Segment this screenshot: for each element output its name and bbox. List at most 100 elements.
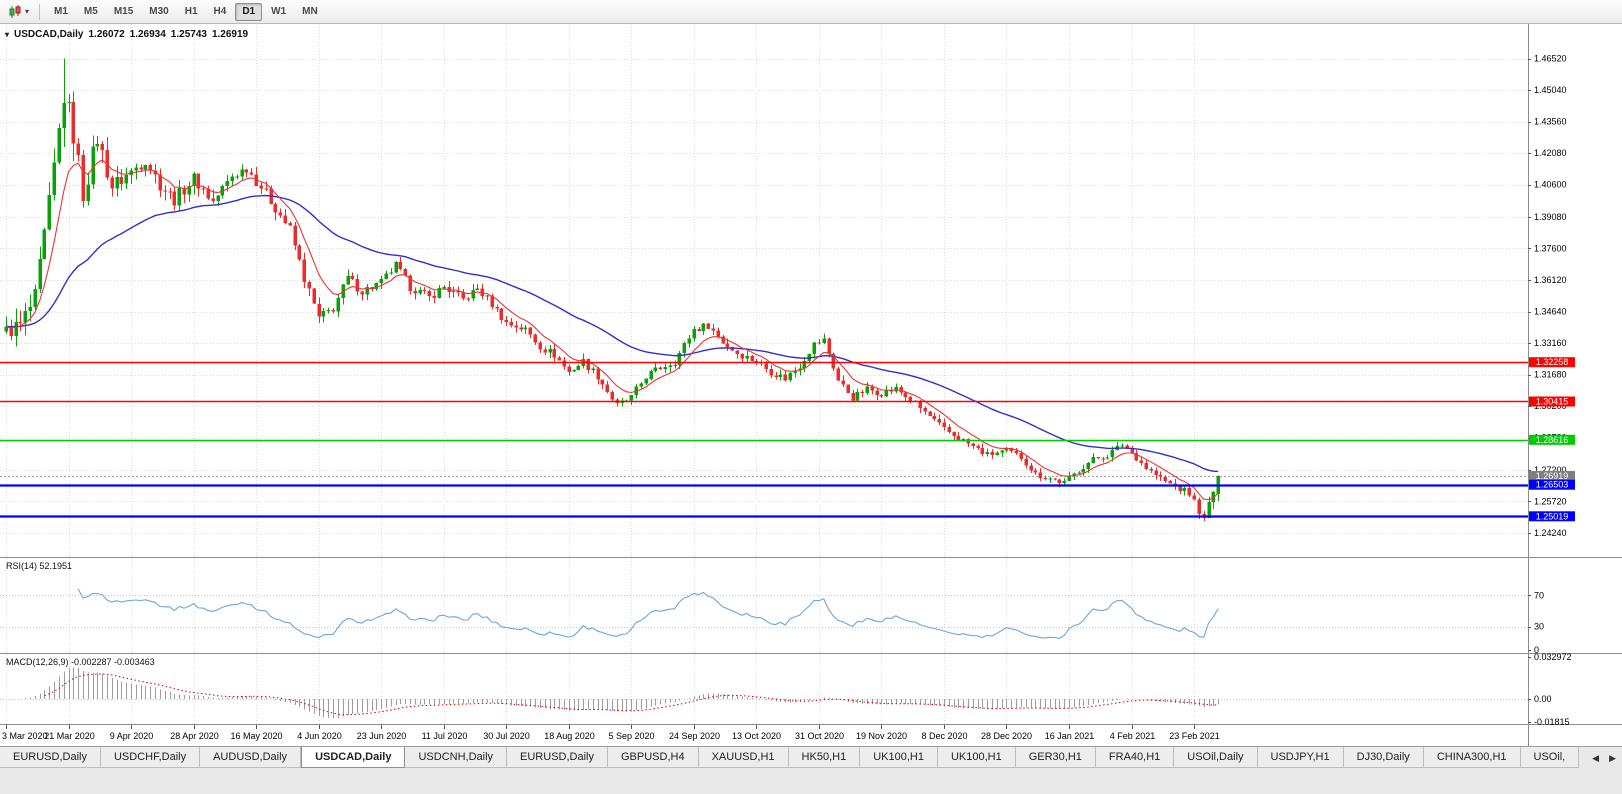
toolbar-separator — [39, 3, 41, 20]
price-level-badge-label: 1.30415 — [1536, 397, 1569, 407]
macd-indicator-label: MACD(12,26,9) -0.002287 -0.003463 — [6, 657, 155, 667]
chart-title: ▾ USDCAD,Daily 1.26072 1.26934 1.25743 1… — [5, 29, 248, 40]
date-axis-label: 18 Aug 2020 — [544, 731, 595, 741]
date-axis-label: 16 Jan 2021 — [1045, 731, 1095, 741]
timeframe-button-MN[interactable]: MN — [302, 5, 318, 17]
price-axis-label: 1.36120 — [1534, 275, 1567, 285]
date-axis-label: 19 Nov 2020 — [856, 731, 907, 741]
timeframe-buttons: M1 M5 M15 M30 H1 H4 D1 W1 MN — [46, 2, 326, 21]
price-level-badge[interactable] — [1529, 396, 1575, 407]
chart-tab[interactable]: USDCHF,Daily — [100, 747, 201, 768]
macd-axis: 0.032972 0.00 -0.01815 — [1528, 652, 1572, 727]
price-level-badge-label: 1.25019 — [1536, 511, 1569, 521]
rsi-axis-label: 0 — [1534, 645, 1539, 655]
date-axis-label: 4 Jun 2020 — [297, 731, 342, 741]
chart-tab[interactable]: UK100,H1 — [937, 747, 1016, 768]
date-axis-label: 4 Feb 2021 — [1110, 731, 1156, 741]
chart-tab[interactable]: GBPUSD,H4 — [608, 747, 699, 768]
price-axis-label: 1.37600 — [1534, 244, 1567, 254]
price-axis-label: 1.25720 — [1534, 496, 1567, 506]
symbol-tabs: EURUSD,Daily USDCHF,Daily AUDUSD,Daily USDC… — [0, 746, 1622, 794]
timeframe-button-M30[interactable]: M30 — [149, 5, 169, 17]
date-axis-label: 13 Oct 2020 — [732, 731, 781, 741]
chart-tab[interactable]: USDCNH,Daily — [405, 747, 508, 768]
panel-separators — [0, 24, 1622, 746]
chevron-down-icon: ▾ — [25, 6, 30, 16]
price-axis-label: 1.24240 — [1534, 528, 1567, 538]
chart-window: 1.46520 1.45040 1.43560 1.42080 1.40600 1.390… — [0, 24, 1622, 746]
chart-tab[interactable]: USDJPY,H1 — [1257, 747, 1344, 768]
date-axis-label: 23 Feb 2021 — [1169, 731, 1220, 741]
timeframe-button-W1[interactable]: W1 — [271, 5, 287, 17]
timeframe-button-D1[interactable]: D1 — [235, 2, 263, 21]
rsi-line — [77, 588, 1219, 639]
date-axis-label: 28 Apr 2020 — [170, 731, 219, 741]
price-level-badge-label: 1.32258 — [1536, 357, 1569, 367]
date-axis-label: 9 Apr 2020 — [110, 731, 154, 741]
chart-tab[interactable]: USOil,Daily — [1174, 747, 1258, 768]
tab-scroll-right-icon[interactable]: ▶ — [1609, 753, 1616, 763]
price-axis-label: 1.43560 — [1534, 117, 1567, 127]
ohlc-close: 1.26919 — [211, 29, 249, 40]
current-price-badge[interactable] — [1529, 470, 1575, 481]
grid — [0, 24, 1528, 725]
chart-tab[interactable]: USOil, — [1520, 747, 1580, 768]
macd-axis-label: 0.00 — [1534, 694, 1552, 704]
chart-canvas[interactable]: 1.46520 1.45040 1.43560 1.42080 1.40600 1.390… — [0, 24, 1622, 746]
price-axis-label: 1.45040 — [1534, 85, 1567, 95]
date-axis-label: 31 Oct 2020 — [795, 731, 844, 741]
price-axis-label: 1.40600 — [1534, 180, 1567, 190]
macd-histogram — [11, 667, 1219, 719]
price-level-badge[interactable] — [1529, 434, 1575, 445]
chart-tab[interactable]: EURUSD,Daily — [507, 747, 608, 768]
chart-tab[interactable]: FRA40,H1 — [1095, 747, 1175, 768]
price-axis-label: 1.33160 — [1534, 338, 1567, 348]
chart-tab[interactable]: UK100,H1 — [860, 747, 938, 768]
chart-symbol-period: USDCAD,Daily — [14, 29, 84, 40]
date-axis-label: 28 Dec 2020 — [981, 731, 1032, 741]
tab-scroll-arrows: ◀ ▶ — [1589, 751, 1619, 766]
timeframe-button-M5[interactable]: M5 — [83, 5, 98, 17]
chart-tab[interactable]: DJ30,Daily — [1343, 747, 1424, 768]
price-axis-label: 1.46520 — [1534, 54, 1567, 64]
chart-tab[interactable]: XAUUSD,H1 — [698, 747, 789, 768]
ohlc-high: 1.26934 — [129, 29, 166, 40]
timeframe-button-M1[interactable]: M1 — [54, 5, 68, 17]
date-axis-label: 8 Dec 2020 — [921, 731, 967, 741]
tab-scroll-left-icon[interactable]: ◀ — [1592, 753, 1600, 763]
chart-tab[interactable]: USDCAD,Daily — [301, 747, 406, 768]
date-axis-label: 21 Mar 2020 — [44, 731, 95, 741]
chart-tab[interactable]: AUDUSD,Daily — [200, 747, 302, 768]
candles — [4, 58, 1220, 521]
ma-fast-line — [5, 159, 1219, 501]
macd-panel — [0, 667, 1528, 719]
chart-tab[interactable]: EURUSD,Daily — [0, 747, 101, 768]
timeframe-button-H1[interactable]: H1 — [184, 5, 198, 17]
rsi-panel — [0, 588, 1528, 639]
chart-tab[interactable]: GER30,H1 — [1015, 747, 1096, 768]
price-axis-label: 1.42080 — [1534, 148, 1567, 158]
price-level-badge[interactable] — [1529, 479, 1575, 490]
date-axis-label: 24 Sep 2020 — [669, 731, 720, 741]
timeframe-toolbar: ▾ M1 M5 M15 M30 H1 H4 D1 W1 MN — [0, 0, 1622, 24]
macd-axis-label: -0.01815 — [1534, 717, 1570, 727]
chart-tab[interactable]: CHINA300,H1 — [1423, 747, 1521, 768]
chart-type-icon[interactable]: ▾ — [4, 3, 33, 21]
price-level-badge[interactable] — [1529, 357, 1575, 368]
date-axis-label: 30 Jul 2020 — [483, 731, 530, 741]
price-level-badge[interactable] — [1529, 511, 1575, 522]
timeframe-button-M15[interactable]: M15 — [113, 5, 134, 17]
ohlc-open: 1.26072 — [88, 29, 125, 40]
date-axis-label: 23 Jun 2020 — [357, 731, 407, 741]
rsi-indicator-label: RSI(14) 52.1951 — [6, 561, 73, 571]
current-price-badge-label: 1.26919 — [1536, 471, 1569, 481]
price-axis-label: 1.31680 — [1534, 370, 1567, 380]
price-axis-label: 1.27200 — [1534, 465, 1567, 475]
rsi-axis-label: 30 — [1534, 622, 1544, 632]
chart-tab[interactable]: HK50,H1 — [788, 747, 861, 768]
date-axis-label: 3 Mar 2020 — [2, 731, 48, 741]
timeframe-button-H4[interactable]: H4 — [213, 5, 227, 17]
price-level-badge-label: 1.28616 — [1536, 435, 1569, 445]
chart-collapse-icon[interactable]: ▾ — [5, 30, 10, 39]
